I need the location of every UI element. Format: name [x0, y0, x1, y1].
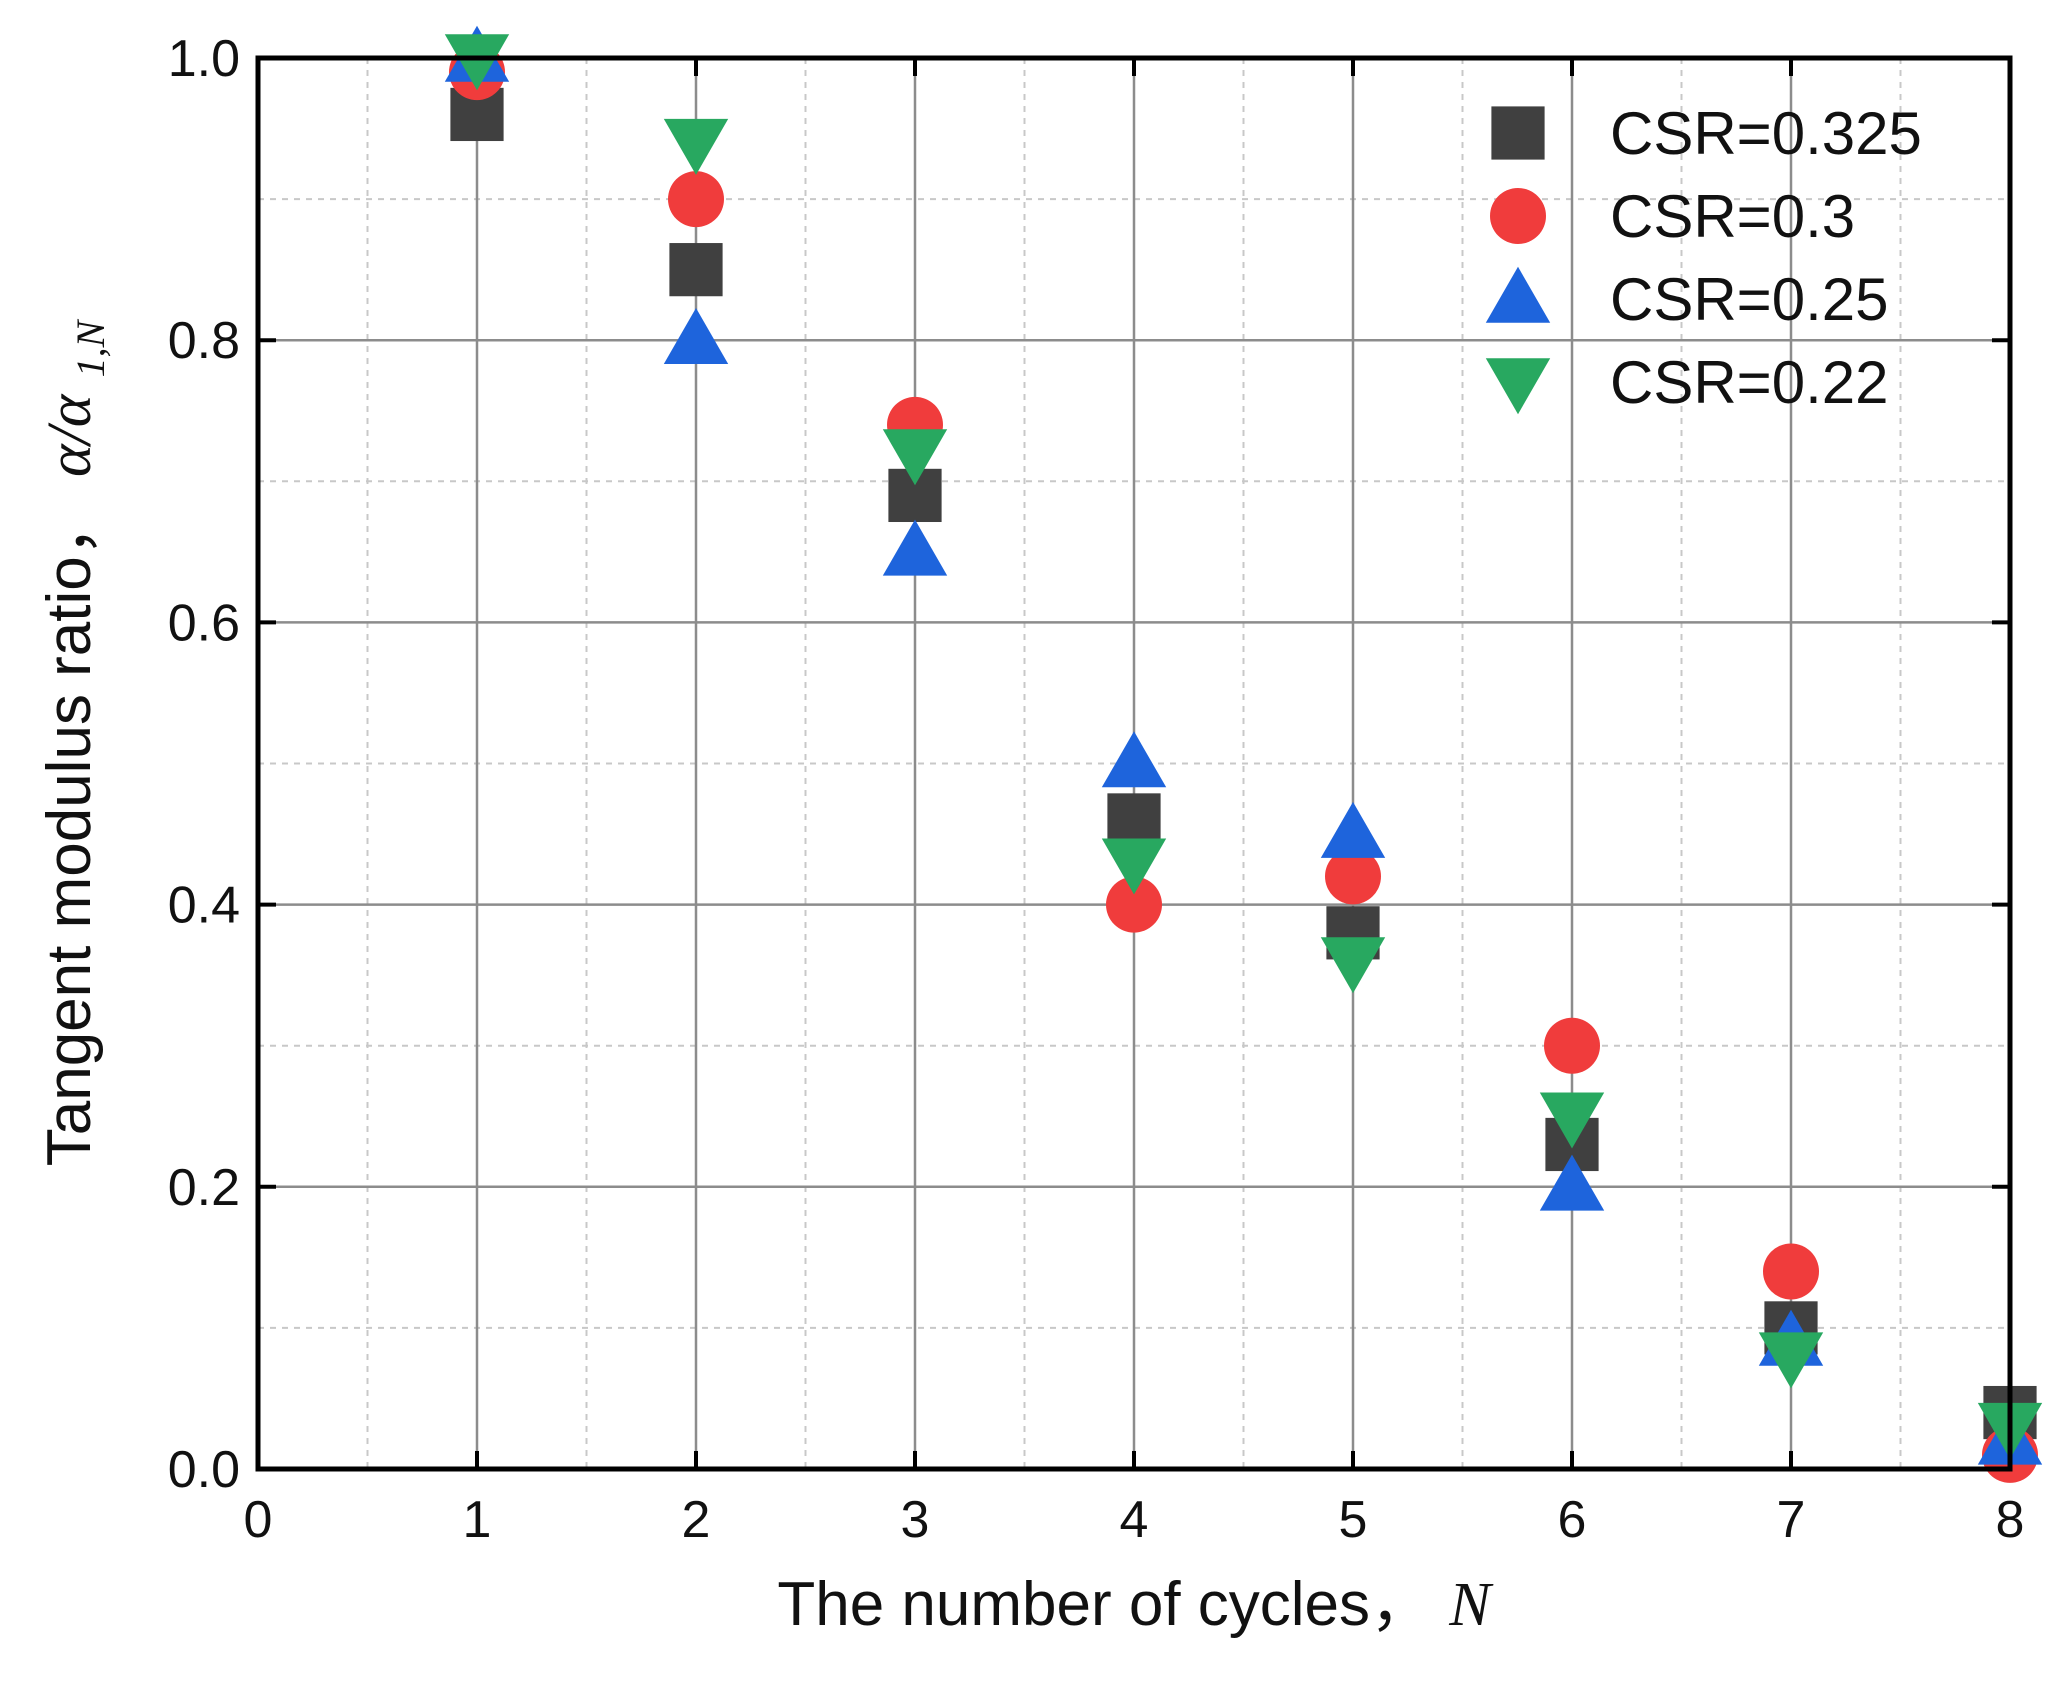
- x-tick-label: 4: [1120, 1491, 1149, 1549]
- data-points: [444, 25, 2043, 1483]
- data-point: [1758, 1332, 1824, 1389]
- data-point: [668, 171, 724, 228]
- legend-label: CSR=0.22: [1610, 349, 1889, 416]
- x-axis-title-text: The number of cycles，: [777, 1570, 1432, 1639]
- series-circle: [449, 44, 2038, 1483]
- y-tick-label: 1.0: [168, 30, 240, 88]
- x-axis-title: The number of cycles， N: [777, 1570, 1494, 1639]
- data-point: [882, 429, 948, 486]
- legend-marker: [1485, 266, 1551, 323]
- legend-label: CSR=0.325: [1610, 100, 1922, 167]
- data-point: [1539, 1092, 1605, 1149]
- data-point: [1107, 793, 1161, 847]
- legend-marker: [1491, 106, 1545, 160]
- legend-marker: [1490, 188, 1546, 244]
- x-tick-label: 3: [901, 1491, 930, 1549]
- x-tick-label: 1: [463, 1491, 492, 1549]
- y-tick-label: 0.0: [168, 1441, 240, 1499]
- data-point: [663, 308, 729, 364]
- data-point: [1539, 1154, 1605, 1211]
- x-tick-label: 0: [244, 1491, 273, 1549]
- x-tick-label: 6: [1558, 1491, 1587, 1549]
- x-tick-label: 5: [1339, 1491, 1368, 1549]
- y-tick-label: 0.6: [168, 594, 240, 652]
- legend-marker: [1485, 358, 1551, 415]
- series-triangle-down: [444, 34, 2043, 1459]
- y-tick-label: 0.2: [168, 1159, 240, 1217]
- data-point: [1101, 838, 1167, 895]
- data-point: [1106, 876, 1162, 933]
- data-point: [444, 34, 510, 91]
- legend-label: CSR=0.3: [1610, 183, 1855, 250]
- data-point: [1544, 1017, 1600, 1074]
- tick-labels: 0 1 2 3 4 5 6 7 8 0.0 0.2 0.4 0.6 0.8 1.0: [168, 30, 2025, 1549]
- y-axis-title-text: Tangent modulus ratio，: [35, 494, 104, 1166]
- y-tick-label: 0.8: [168, 312, 240, 370]
- data-point: [669, 243, 723, 297]
- data-point: [1320, 801, 1386, 858]
- data-point: [1101, 731, 1167, 788]
- y-axis-expression: α/α: [36, 393, 104, 477]
- data-point: [1325, 848, 1381, 905]
- legend-label: CSR=0.25: [1610, 266, 1889, 333]
- y-axis-subscript: 1,N: [68, 318, 113, 377]
- x-tick-label: 8: [1996, 1491, 2025, 1549]
- data-point: [1763, 1243, 1819, 1300]
- x-axis-variable: N: [1448, 1571, 1494, 1639]
- data-point: [663, 118, 729, 175]
- plot-frame: [255, 55, 2013, 1472]
- data-point: [1320, 937, 1386, 994]
- legend: CSR=0.325 CSR=0.3 CSR=0.25 CSR=0.22: [1485, 100, 1922, 416]
- data-point: [882, 519, 948, 576]
- y-tick-label: 0.4: [168, 877, 240, 935]
- y-axis-title: Tangent modulus ratio， α/α 1,N: [35, 318, 113, 1166]
- x-tick-label: 2: [682, 1491, 711, 1549]
- x-tick-label: 7: [1777, 1491, 1806, 1549]
